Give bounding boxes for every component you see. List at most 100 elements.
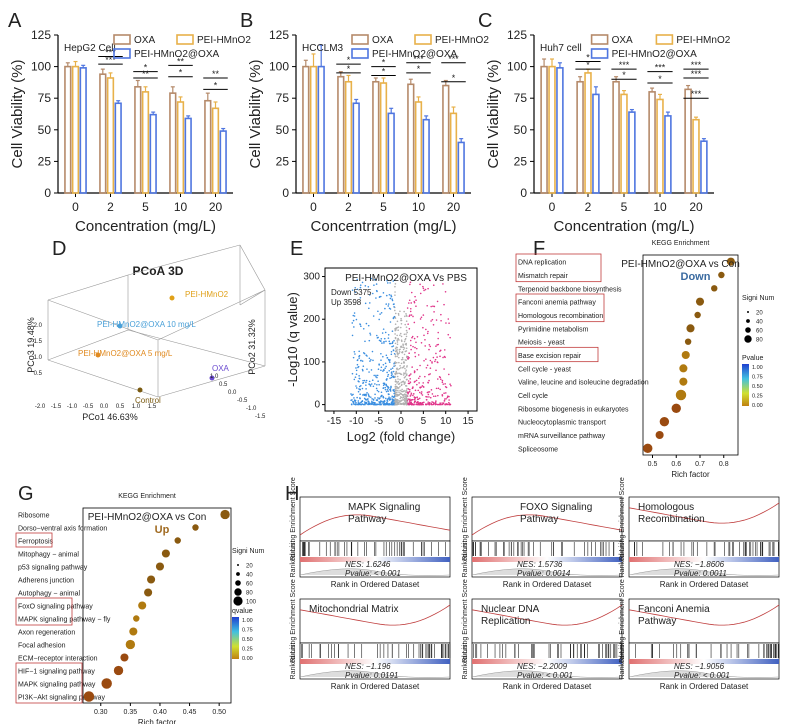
chart-title: PEI-HMnO2@OXA vs Con: [621, 259, 740, 270]
volcano-point: [422, 287, 425, 290]
panel-letter-A: A: [8, 10, 22, 32]
volcano-point: [354, 376, 357, 378]
bar-1-2: [620, 93, 628, 194]
sig-mark: ***: [448, 54, 459, 64]
nes-value: NES: −1.8606: [674, 560, 725, 569]
box-edge: [157, 289, 266, 341]
volcano-point: [370, 277, 373, 280]
volcano-point: [357, 390, 360, 393]
y-tick-label: 200: [303, 314, 320, 325]
volcano-point: [437, 343, 440, 346]
p-value: Pvalue: < 0.001: [345, 569, 401, 578]
volcano-point: [390, 403, 392, 406]
y-tick-label: 75: [514, 91, 528, 105]
volcano-point: [394, 347, 397, 350]
volcano-point: [360, 403, 362, 406]
sig-mark: *: [144, 63, 148, 73]
volcano-point: [392, 280, 395, 282]
volcano-point: [371, 379, 374, 381]
x-tick-label: 10: [174, 200, 188, 214]
volcano-point: [387, 303, 390, 305]
color-tick-label: 0.25: [242, 647, 253, 653]
volcano-point: [443, 392, 445, 395]
volcano-point: [397, 356, 400, 359]
pcoa-3d-chart: PCoA 3D PEI-HMnO2 PEI-HMnO2@OXA 10 mg/L PEI…: [26, 244, 266, 422]
sig-mark: ***: [691, 89, 702, 99]
volcano-point: [403, 376, 406, 379]
y-tick-label: 0: [314, 400, 320, 411]
volcano-point: [400, 400, 402, 402]
volcano-point: [396, 339, 399, 342]
volcano-point: [399, 310, 401, 313]
bar-2-0: [79, 67, 87, 194]
x-tick-label: 0.5: [648, 461, 658, 468]
bar-1-1: [344, 80, 353, 194]
bar-0-2: [134, 86, 142, 194]
title-line: Fanconi Anemia: [638, 604, 710, 615]
volcano-point: [428, 391, 431, 393]
volcano-point: [398, 383, 400, 386]
volcano-point: [355, 402, 357, 404]
rank-gradient: [472, 557, 622, 562]
volcano-point: [402, 374, 405, 376]
volcano-point: [354, 291, 357, 294]
volcano-point: [393, 315, 396, 318]
nes-value: NES: −1.9056: [674, 662, 725, 671]
sig-mark: ***: [655, 63, 666, 73]
volcano-point: [359, 397, 361, 400]
volcano-point: [354, 399, 357, 402]
volcano-point: [403, 353, 406, 356]
size-legend-label: 100: [246, 600, 257, 606]
volcano-point: [437, 394, 439, 397]
volcano-point: [395, 349, 398, 352]
volcano-point: [407, 403, 410, 406]
volcano-point: [386, 402, 389, 405]
x-tick-label: 5: [421, 416, 427, 427]
title-line: Pathway: [348, 514, 386, 525]
volcano-point: [448, 401, 450, 404]
volcano-point: [440, 319, 442, 322]
volcano-point: [432, 284, 435, 287]
box-edge: [127, 244, 241, 276]
x-tick-label: 5: [621, 200, 628, 214]
volcano-point: [357, 400, 360, 402]
volcano-point: [394, 342, 397, 345]
volcano-point: [439, 355, 441, 358]
gsea-title: Fanconi Anemia Pathway: [638, 604, 710, 627]
volcano-point: [358, 385, 361, 388]
volcano-point: [441, 402, 443, 404]
volcano-point: [385, 294, 388, 297]
volcano-point: [439, 376, 442, 379]
volcano-point: [397, 314, 400, 316]
x-tick-label: 2: [345, 200, 352, 214]
volcano-point: [404, 398, 407, 400]
bar-0-4: [684, 88, 692, 194]
x-tick-label: -1.0: [67, 404, 78, 410]
volcano-point: [386, 375, 389, 378]
volcano-point: [402, 394, 404, 397]
y-tick-label: 25: [38, 154, 52, 168]
volcano-point: [404, 385, 407, 387]
y-label-top: Running Enrichment Score: [462, 477, 469, 561]
volcano-point: [382, 382, 385, 385]
volcano-point: [400, 339, 403, 342]
bar-0-3: [169, 92, 177, 194]
volcano-point: [365, 401, 368, 404]
y-label-bottom: Ranked List: [290, 540, 297, 577]
volcano-point: [431, 393, 434, 395]
title-line: Pathway: [638, 616, 676, 627]
volcano-point: [396, 341, 399, 343]
y-tick-label: 100: [31, 60, 51, 74]
volcano-point: [379, 313, 381, 315]
y-tick-label: 100: [303, 357, 320, 368]
legend-label: OXA: [372, 35, 393, 46]
volcano-point: [391, 403, 394, 406]
volcano-point: [422, 386, 425, 388]
x-axis-label: Rank in Ordered Dataset: [660, 682, 749, 691]
term-dot: [120, 653, 129, 662]
bar-2-2: [387, 112, 395, 194]
title-line: Nuclear DNA: [481, 604, 540, 615]
volcano-point: [393, 279, 396, 281]
volcano-point: [442, 383, 445, 385]
